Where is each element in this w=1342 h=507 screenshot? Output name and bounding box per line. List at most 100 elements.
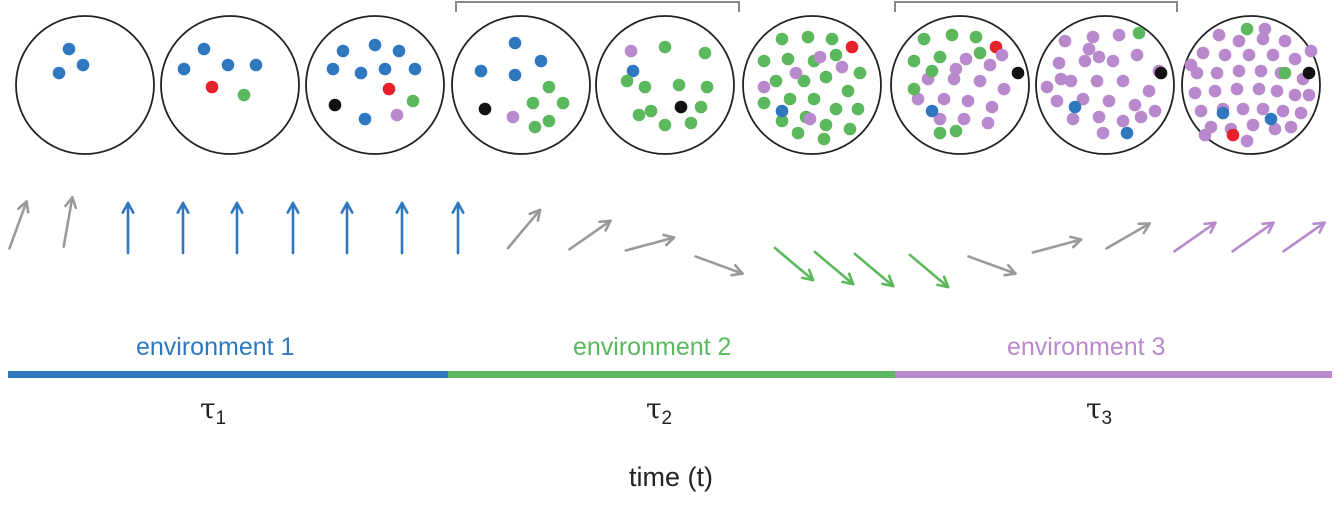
purple-individual-dot — [1258, 22, 1272, 36]
population-boundary — [305, 15, 445, 155]
blue-arrow-7 — [340, 201, 354, 255]
tau-3-label: τ3 — [1086, 392, 1112, 430]
green-individual-dot — [819, 70, 833, 84]
gray-arrow-18 — [967, 255, 1017, 277]
population-circle-5 — [595, 15, 735, 155]
purple-arrow-22 — [1231, 221, 1275, 253]
green-arrow-15 — [813, 250, 855, 286]
purple-individual-dot — [1058, 34, 1072, 48]
population-circle-1 — [15, 15, 155, 155]
tau-1-index: 1 — [215, 408, 227, 429]
gray-arrow-12 — [624, 233, 676, 252]
green-individual-dot — [851, 102, 865, 116]
purple-individual-dot — [933, 112, 947, 126]
purple-individual-dot — [981, 116, 995, 130]
purple-individual-dot — [973, 74, 987, 88]
blue-arrow-9 — [451, 201, 465, 255]
green-individual-dot — [825, 32, 839, 46]
purple-individual-dot — [1230, 82, 1244, 96]
tau-1-symbol: τ — [200, 392, 216, 425]
purple-arrow-23 — [1282, 221, 1326, 253]
gray-arrow-20 — [1105, 222, 1151, 250]
blue-individual-dot — [1120, 126, 1134, 140]
green-individual-dot — [775, 32, 789, 46]
population-boundary — [451, 15, 591, 155]
purple-individual-dot — [1284, 120, 1298, 134]
tau-3-index: 3 — [1101, 408, 1113, 429]
purple-individual-dot — [947, 72, 961, 86]
purple-individual-dot — [983, 58, 997, 72]
green-individual-dot — [757, 96, 771, 110]
environment-2-bar — [448, 371, 895, 378]
purple-individual-dot — [1096, 126, 1110, 140]
green-individual-dot — [620, 74, 634, 88]
purple-individual-dot — [803, 112, 817, 126]
blue-individual-dot — [378, 62, 392, 76]
purple-individual-dot — [1304, 44, 1318, 58]
green-individual-dot — [925, 64, 939, 78]
bracket-group — [455, 1, 1178, 12]
green-individual-dot — [783, 92, 797, 106]
blue-arrow-5 — [230, 201, 244, 255]
purple-individual-dot — [1134, 110, 1148, 124]
green-individual-dot — [757, 54, 771, 68]
blue-individual-dot — [326, 62, 340, 76]
purple-individual-dot — [957, 112, 971, 126]
green-individual-dot — [917, 32, 931, 46]
blue-individual-dot — [52, 66, 66, 80]
green-individual-dot — [700, 80, 714, 94]
green-individual-dot — [797, 74, 811, 88]
purple-individual-dot — [1266, 48, 1280, 62]
purple-individual-dot — [985, 100, 999, 114]
purple-individual-dot — [937, 92, 951, 106]
purple-individual-dot — [1208, 84, 1222, 98]
population-circle-2 — [160, 15, 300, 155]
green-individual-dot — [1240, 22, 1254, 36]
environment-timeline — [8, 371, 1332, 378]
green-individual-dot — [556, 96, 570, 110]
tau-2-label: τ2 — [646, 392, 672, 430]
purple-individual-dot — [835, 60, 849, 74]
gray-arrow-1 — [8, 200, 30, 250]
purple-individual-dot — [1184, 58, 1198, 72]
purple-individual-dot — [1252, 82, 1266, 96]
blue-arrow-3 — [121, 201, 135, 255]
green-individual-dot — [769, 74, 783, 88]
purple-individual-dot — [1232, 34, 1246, 48]
bracket-right — [894, 1, 1178, 12]
blue-individual-dot — [474, 64, 488, 78]
gray-arrow-13 — [694, 255, 744, 277]
green-individual-dot — [969, 30, 983, 44]
purple-individual-dot — [1092, 110, 1106, 124]
purple-individual-dot — [1240, 134, 1254, 148]
green-individual-dot — [658, 40, 672, 54]
tau-3-symbol: τ — [1086, 392, 1102, 425]
blue-individual-dot — [221, 58, 235, 72]
blue-individual-dot — [62, 42, 76, 56]
purple-individual-dot — [1254, 64, 1268, 78]
purple-individual-dot — [1276, 104, 1290, 118]
blue-individual-dot — [249, 58, 263, 72]
green-individual-dot — [949, 124, 963, 138]
purple-individual-dot — [1052, 56, 1066, 70]
purple-individual-dot — [1116, 74, 1130, 88]
green-individual-dot — [933, 126, 947, 140]
population-boundary — [1181, 15, 1321, 155]
purple-individual-dot — [1194, 104, 1208, 118]
environment-2-label: environment 2 — [573, 333, 732, 361]
population-circle-7 — [890, 15, 1030, 155]
purple-individual-dot — [995, 48, 1009, 62]
green-individual-dot — [781, 52, 795, 66]
purple-individual-dot — [1040, 80, 1054, 94]
black-individual-dot — [1154, 66, 1168, 80]
tau-1-label: τ1 — [200, 392, 226, 430]
green-arrow-17 — [908, 253, 950, 289]
red-individual-dot — [205, 80, 219, 94]
purple-individual-dot — [1106, 54, 1120, 68]
purple-individual-dot — [1278, 34, 1292, 48]
green-individual-dot — [829, 102, 843, 116]
red-individual-dot — [382, 82, 396, 96]
green-individual-dot — [526, 96, 540, 110]
purple-individual-dot — [390, 108, 404, 122]
